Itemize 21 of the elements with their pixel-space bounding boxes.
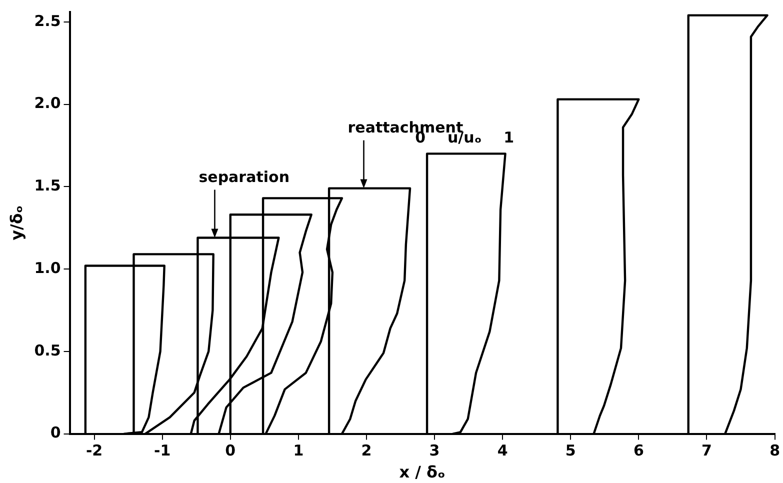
y-tick-label: 0.5 <box>34 341 61 360</box>
annotation: separation <box>198 168 290 186</box>
x-tick-label: 4 <box>497 442 508 460</box>
x-axis-title: x / δₒ <box>399 462 446 482</box>
x-tick-label: -2 <box>86 442 103 460</box>
y-tick-label: 1.0 <box>34 258 61 277</box>
x-tick-label: 8 <box>770 442 780 460</box>
y-axis-title: y/δₒ <box>6 205 26 240</box>
x-tick-label: 7 <box>702 442 712 460</box>
x-tick-label: 5 <box>565 442 576 460</box>
x-tick-label: 0 <box>225 442 236 460</box>
y-tick-label: 2.0 <box>34 94 61 112</box>
y-tick-label: 1.5 <box>34 176 61 195</box>
x-tick-label: 6 <box>633 442 644 460</box>
x-tick-label: 3 <box>429 442 440 460</box>
x-tick-label: 2 <box>361 442 372 460</box>
y-tick-label: 2.5 <box>34 12 61 30</box>
annotation: 1 <box>504 128 514 146</box>
x-tick-label: -1 <box>154 442 171 460</box>
y-tick-label: 0 <box>50 424 61 442</box>
x-tick-label: 1 <box>293 442 304 460</box>
